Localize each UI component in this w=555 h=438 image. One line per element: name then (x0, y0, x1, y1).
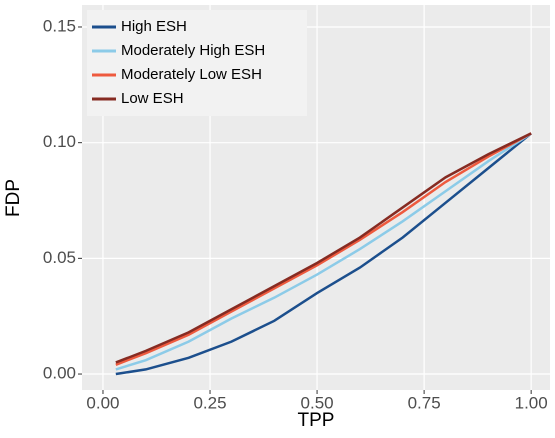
x-tick-label: 0.25 (193, 393, 226, 412)
legend-label: High ESH (121, 18, 187, 35)
x-tick-label: 0.00 (86, 393, 119, 412)
y-tick-label: 0.10 (43, 132, 76, 151)
y-tick-label: 0.15 (43, 16, 76, 35)
y-axis-label: FDP (3, 179, 24, 217)
lines (115, 132, 532, 376)
x-axis-label: TPP (298, 410, 335, 431)
y-tick-label: 0.00 (43, 364, 76, 383)
legend-label: Moderately Low ESH (121, 66, 262, 83)
series-line (115, 132, 532, 376)
legend-label: Moderately High ESH (121, 42, 265, 59)
legend-label: Low ESH (121, 90, 184, 107)
y-tick-label: 0.05 (43, 248, 76, 267)
series-line (115, 132, 532, 366)
series-line (115, 132, 532, 371)
legend-box (87, 10, 307, 116)
x-tick-label: 0.75 (408, 393, 441, 412)
series-line (115, 132, 532, 364)
legend: High ESH Moderately High ESH Moderately Lo… (87, 10, 307, 116)
x-tick-label: 0.50 (301, 393, 334, 412)
x-tick-label: 1.00 (515, 393, 548, 412)
